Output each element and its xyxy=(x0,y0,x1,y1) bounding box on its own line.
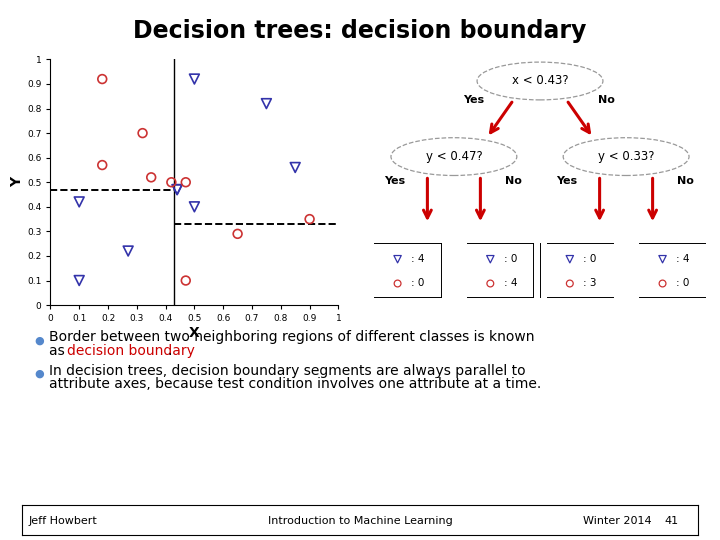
Point xyxy=(261,99,272,108)
Text: No: No xyxy=(598,95,615,105)
Text: No: No xyxy=(678,176,694,186)
Text: : 0: : 0 xyxy=(411,279,424,288)
Text: : 4: : 4 xyxy=(411,254,424,264)
Point xyxy=(232,230,243,238)
Point xyxy=(392,279,403,288)
Point xyxy=(485,279,496,288)
Text: 41: 41 xyxy=(664,516,678,526)
Point xyxy=(189,75,200,83)
Point xyxy=(96,161,108,170)
Text: .: . xyxy=(167,344,171,358)
Point xyxy=(145,173,157,181)
Point xyxy=(73,198,85,206)
Text: y < 0.33?: y < 0.33? xyxy=(598,150,654,163)
Text: : 4: : 4 xyxy=(676,254,689,264)
Text: ●: ● xyxy=(35,335,45,345)
Y-axis label: Y: Y xyxy=(10,177,24,187)
Point xyxy=(189,202,200,211)
Text: Yes: Yes xyxy=(384,176,405,186)
Text: Decision trees: decision boundary: Decision trees: decision boundary xyxy=(133,19,587,43)
Text: as: as xyxy=(49,344,69,358)
Text: Border between two neighboring regions of different classes is known: Border between two neighboring regions o… xyxy=(49,330,534,345)
Text: Jeff Howbert: Jeff Howbert xyxy=(28,516,97,526)
Ellipse shape xyxy=(391,138,517,176)
Point xyxy=(171,185,183,194)
Text: Winter 2014: Winter 2014 xyxy=(583,516,652,526)
Text: : 0: : 0 xyxy=(503,254,517,264)
Point xyxy=(73,276,85,285)
Text: ●: ● xyxy=(35,369,45,379)
Point xyxy=(564,279,575,288)
Text: Introduction to Machine Learning: Introduction to Machine Learning xyxy=(268,516,452,526)
Ellipse shape xyxy=(477,62,603,100)
Text: : 0: : 0 xyxy=(583,254,596,264)
Text: attribute axes, because test condition involves one attribute at a time.: attribute axes, because test condition i… xyxy=(49,377,541,392)
Point xyxy=(392,255,403,264)
Point xyxy=(304,215,315,224)
Point xyxy=(180,276,192,285)
Point xyxy=(171,185,183,194)
Text: decision boundary: decision boundary xyxy=(67,344,195,358)
Point xyxy=(166,178,177,187)
Ellipse shape xyxy=(563,138,689,176)
Text: x < 0.43?: x < 0.43? xyxy=(512,75,568,87)
Point xyxy=(485,255,496,264)
Point xyxy=(657,279,668,288)
Point xyxy=(122,247,134,255)
Text: Yes: Yes xyxy=(463,95,485,105)
Point xyxy=(289,163,301,172)
Point xyxy=(96,75,108,83)
Text: : 0: : 0 xyxy=(676,279,689,288)
Point xyxy=(180,178,192,187)
Text: In decision trees, decision boundary segments are always parallel to: In decision trees, decision boundary seg… xyxy=(49,364,526,378)
X-axis label: X: X xyxy=(189,326,199,340)
Text: y < 0.47?: y < 0.47? xyxy=(426,150,482,163)
Text: : 3: : 3 xyxy=(583,279,597,288)
Point xyxy=(657,255,668,264)
Text: : 4: : 4 xyxy=(503,279,517,288)
Text: Yes: Yes xyxy=(556,176,577,186)
Text: No: No xyxy=(505,176,522,186)
Point xyxy=(137,129,148,137)
Point xyxy=(564,255,575,264)
